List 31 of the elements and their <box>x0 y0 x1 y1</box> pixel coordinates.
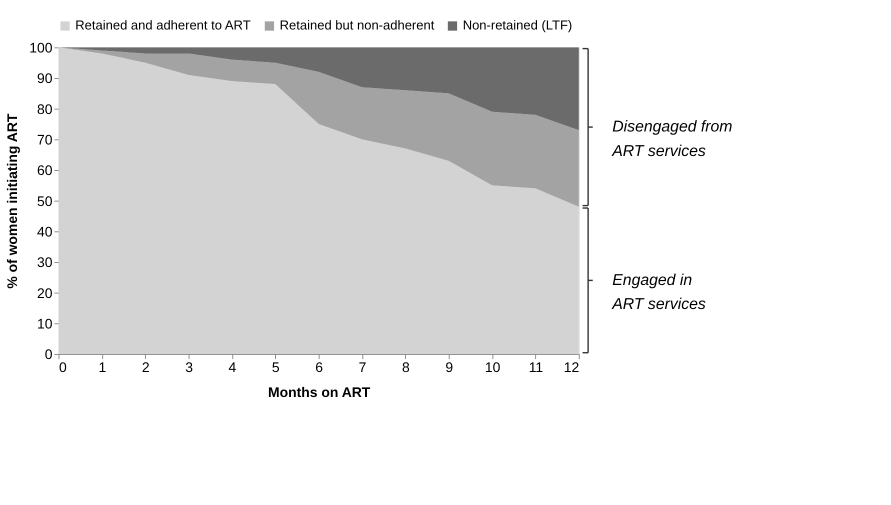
legend-label: Retained but non-adherent <box>280 18 435 33</box>
x-tick-label: 2 <box>142 359 150 376</box>
x-axis-title: Months on ART <box>268 384 371 400</box>
legend-label: Non-retained (LTF) <box>462 18 572 33</box>
annotation: Disengaged from ART services <box>611 118 732 160</box>
x-tick-label: 6 <box>315 359 324 376</box>
legend-label: Retained and adherent to ART <box>75 18 251 33</box>
y-tick-label: 90 <box>36 70 53 86</box>
y-tick-label: 20 <box>36 284 53 301</box>
x-tick-label: 9 <box>445 359 454 376</box>
annotation: Engaged in ART services <box>611 272 706 314</box>
y-tick-label: 0 <box>44 346 53 362</box>
x-tick-label: 4 <box>228 359 237 376</box>
x-tick-label: 11 <box>528 359 544 376</box>
x-tick-label: 8 <box>402 359 410 376</box>
y-tick-label: 100 <box>29 39 53 56</box>
y-tick-label: 70 <box>36 131 53 148</box>
y-axis-title: % of women initiating ART <box>4 113 20 289</box>
x-tick-label: 10 <box>484 359 501 376</box>
y-tick-label: 50 <box>36 192 53 209</box>
y-tick-label: 10 <box>36 315 53 332</box>
x-tick-label: 12 <box>564 359 580 376</box>
y-tick-label: 60 <box>36 162 53 178</box>
x-tick-label: 5 <box>272 359 280 376</box>
x-tick-label: 3 <box>185 359 194 376</box>
y-tick-label: 80 <box>36 100 53 117</box>
y-tick-label: 30 <box>36 254 53 270</box>
x-tick-label: 7 <box>358 359 367 376</box>
x-tick-label: 1 <box>98 359 106 376</box>
y-tick-label: 40 <box>36 223 53 240</box>
x-tick-label: 0 <box>58 359 67 376</box>
